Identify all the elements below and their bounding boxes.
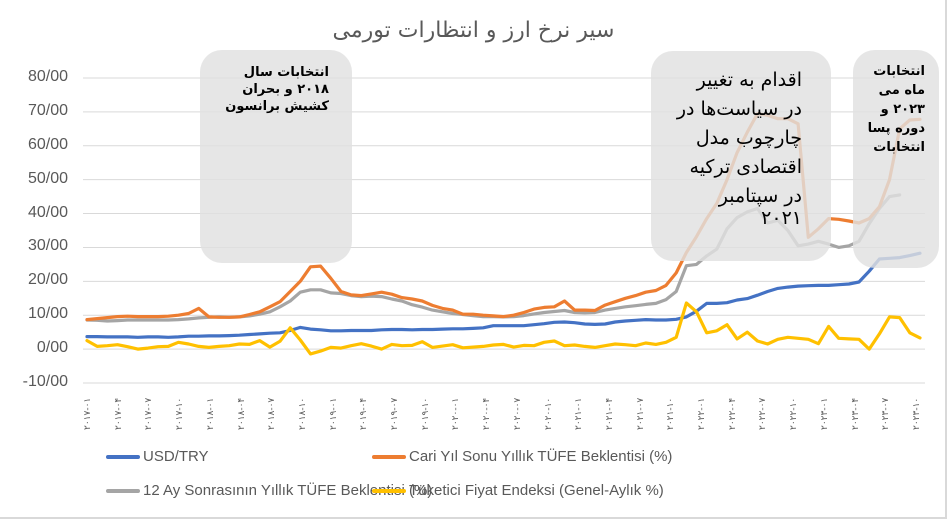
y-tick-label: 80/00 xyxy=(27,68,68,85)
legend-item-cpi-monthly: Tüketici Fiyat Endeksi (Genel-Aylık %) xyxy=(372,482,664,499)
legend-swatch-blue xyxy=(106,454,140,459)
annotation-text-2018-election: انتخابات سال ۲۰۱۸ و بحران کشیش برانسون xyxy=(225,65,329,114)
y-tick-label: 60/00 xyxy=(27,135,68,153)
y-tick-label: 70/00 xyxy=(27,101,68,119)
legend-swatch-orange xyxy=(372,454,406,459)
series-line-3 xyxy=(85,301,922,356)
annotation-box-policy-change-2021 xyxy=(651,51,831,261)
y-tick-label: 0/00 xyxy=(36,339,68,357)
annotation-box-2023-election xyxy=(853,50,939,268)
y-tick-label: 40/00 xyxy=(27,203,68,221)
y-tick-label: 20/00 xyxy=(27,271,68,289)
legend-item-year-end-cpi-expectation: Cari Yıl Sonu Yıllık TÜFE Beklentisi (%) xyxy=(372,448,672,465)
annotation-text-policy-change-2021: اقدام به تغییر در سیاست‌ها در چارچوب مدل… xyxy=(676,69,802,229)
annotation-box-2018-election xyxy=(200,50,352,263)
legend-item-usd-try: USD/TRY xyxy=(106,448,209,465)
y-tick-label: 50/00 xyxy=(27,169,68,187)
legend-swatch-yellow xyxy=(372,488,406,493)
y-tick-label: 10/00 xyxy=(27,305,68,323)
series-line-0 xyxy=(85,251,922,339)
y-tick-label: -10/00 xyxy=(22,373,68,390)
y-tick-label: 30/00 xyxy=(27,237,68,255)
legend-swatch-gray xyxy=(106,488,140,493)
chart-title: سیر نرخ ارز و انتظارات تورمی xyxy=(332,18,615,43)
annotation-text-2023-election: انتخابات ماه می ۲۰۲۳ و دوره پسا انتخابات xyxy=(867,64,925,155)
legend-item-12m-cpi-expectation: 12 Ay Sonrasının Yıllık TÜFE Beklentisi … xyxy=(106,482,432,499)
